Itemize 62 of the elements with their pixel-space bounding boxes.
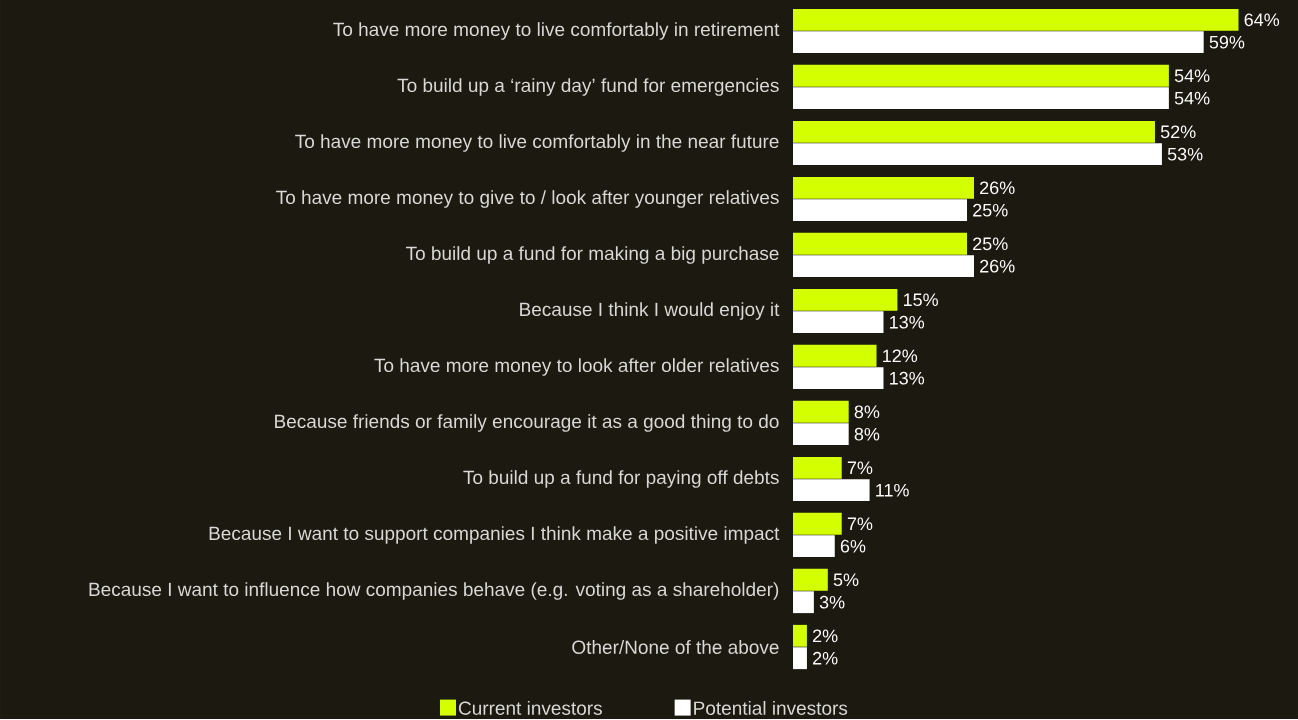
data-label: 59% bbox=[1209, 35, 1245, 49]
bar bbox=[793, 232, 968, 255]
bar bbox=[793, 624, 807, 647]
data-label: 25% bbox=[973, 237, 1008, 251]
data-label: 7% bbox=[847, 461, 873, 474]
bar bbox=[793, 456, 842, 479]
data-label: 25% bbox=[973, 203, 1008, 217]
data-label: 12% bbox=[883, 349, 918, 363]
bar bbox=[793, 288, 898, 311]
data-label: 13% bbox=[890, 371, 925, 385]
data-label: 11% bbox=[876, 483, 909, 497]
bar bbox=[793, 344, 877, 367]
bar bbox=[793, 199, 968, 222]
data-label: 64% bbox=[1244, 13, 1280, 27]
data-label: 7% bbox=[847, 517, 873, 530]
y-tick-label: Because I think I would enjoy it bbox=[520, 302, 780, 320]
y-tick-label: To have more money to live comfortably in retirement bbox=[333, 22, 780, 40]
y-tick-label: Because friends or family encourage it as a good thing to do bbox=[275, 414, 779, 432]
y-tick-label: Other/None of the above bbox=[572, 639, 779, 654]
bar bbox=[793, 87, 1169, 110]
y-tick-label: Because I want to support companies I think make a positive impact bbox=[209, 526, 780, 544]
y-tick-label: To have more money to look after older relatives bbox=[374, 358, 779, 376]
y-tick-label: To build up a fund for paying off debts bbox=[463, 470, 779, 488]
bar bbox=[793, 311, 884, 333]
data-label: 8% bbox=[854, 427, 880, 441]
bar bbox=[793, 535, 835, 557]
y-tick-label: To build up a fund for making a big purchase bbox=[405, 246, 779, 264]
bar bbox=[793, 568, 828, 591]
bar bbox=[793, 8, 1239, 31]
data-label: 52% bbox=[1160, 125, 1196, 139]
bar bbox=[793, 176, 974, 199]
bar bbox=[793, 591, 814, 613]
bar bbox=[793, 64, 1169, 87]
data-label: 26% bbox=[980, 259, 1015, 273]
data-label: 2% bbox=[813, 629, 838, 643]
bar bbox=[793, 255, 974, 277]
bar bbox=[793, 512, 842, 535]
bar bbox=[793, 31, 1204, 54]
data-label: 54% bbox=[1174, 91, 1210, 105]
data-label: 2% bbox=[813, 651, 838, 665]
y-tick-label: Because I want to influence how companies behave (e.g. voting as a shareholder) bbox=[89, 582, 779, 600]
bar bbox=[793, 423, 849, 445]
data-label: 5% bbox=[833, 573, 859, 587]
y-tick-label: To build up a ‘rainy day’ fund for emergencies bbox=[397, 78, 779, 96]
data-label: 54% bbox=[1174, 69, 1210, 83]
y-tick-label: To have more money to live comfortably in the near future bbox=[295, 134, 779, 152]
data-label: 26% bbox=[980, 181, 1015, 195]
data-label: 6% bbox=[840, 539, 866, 553]
data-label: 3% bbox=[819, 595, 845, 609]
data-label: 15% bbox=[903, 293, 938, 307]
bar bbox=[793, 479, 870, 501]
legend-label: Potential investors bbox=[694, 700, 848, 715]
bar bbox=[793, 120, 1155, 143]
y-tick-label: To have more money to give to / look after younger relatives bbox=[276, 190, 779, 208]
data-label: 53% bbox=[1167, 147, 1203, 161]
data-label: 13% bbox=[890, 315, 925, 329]
bar bbox=[793, 400, 849, 423]
bar bbox=[793, 143, 1162, 165]
legend-label: Current investors bbox=[458, 700, 602, 715]
bar bbox=[793, 647, 807, 669]
data-label: 8% bbox=[854, 405, 880, 419]
bar bbox=[793, 367, 884, 390]
